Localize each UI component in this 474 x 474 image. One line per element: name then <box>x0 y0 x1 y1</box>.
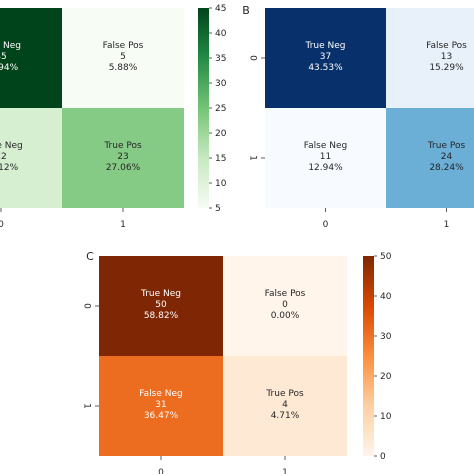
colorbar-tick-label: 35 <box>215 54 226 64</box>
heatmap-cell <box>386 108 474 208</box>
heatmap-cell <box>99 256 223 356</box>
colorbar-tick-label: 30 <box>380 332 392 342</box>
cell-percent: 0.00% <box>271 311 300 321</box>
cell-label: False Neg <box>0 141 23 151</box>
colorbar-tick-label: 45 <box>215 4 226 14</box>
cell-label: True Pos <box>427 141 466 151</box>
colorbar-tick-label: 20 <box>380 372 392 382</box>
cell-count: 12 <box>0 152 7 162</box>
cell-label: True Neg <box>140 289 181 299</box>
colorbar-tick-label: 25 <box>215 104 226 114</box>
colorbar-tick-label: 50 <box>380 252 392 262</box>
cell-percent: 58.82% <box>144 311 179 321</box>
cell-count: 24 <box>441 152 453 162</box>
cell-label: False Pos <box>103 41 144 51</box>
cell-count: 31 <box>155 400 166 410</box>
cell-count: 4 <box>282 400 288 410</box>
cell-percent: 43.53% <box>308 63 343 73</box>
heatmap-cell <box>99 356 223 456</box>
cell-label: False Pos <box>426 41 467 51</box>
y-tick-label: 0 <box>82 303 92 309</box>
cell-count: 5 <box>120 52 126 62</box>
y-tick-label: 0 <box>248 55 258 61</box>
x-tick-label: 0 <box>323 220 329 230</box>
heatmap-cell <box>62 8 184 108</box>
cell-percent: 14.12% <box>0 163 19 173</box>
cell-percent: 28.24% <box>429 163 464 173</box>
heatmap-cell <box>265 108 386 208</box>
cell-count: 45 <box>0 52 7 62</box>
y-tick-label: 1 <box>82 403 92 409</box>
colorbar <box>198 8 209 208</box>
cell-percent: 27.06% <box>106 163 141 173</box>
heatmap-cell <box>386 8 474 108</box>
heatmap-cell <box>0 108 62 208</box>
heatmap-cell <box>223 356 347 456</box>
colorbar-tick-label: 15 <box>215 154 226 164</box>
panel-label: B <box>242 4 250 17</box>
colorbar-tick-label: 30 <box>215 79 227 89</box>
x-tick-label: 1 <box>282 468 288 474</box>
cell-count: 50 <box>155 300 167 310</box>
cell-label: False Neg <box>304 141 347 151</box>
heatmap-cell <box>265 8 386 108</box>
colorbar <box>363 256 374 456</box>
x-tick-label: 1 <box>120 220 126 230</box>
cell-label: True Pos <box>265 389 304 399</box>
heatmap-cell <box>223 256 347 356</box>
cell-label: False Pos <box>265 289 306 299</box>
colorbar-tick-label: 40 <box>215 29 227 39</box>
cell-percent: 5.88% <box>109 63 138 73</box>
colorbar-tick-label: 10 <box>215 179 227 189</box>
cell-label: True Pos <box>103 141 142 151</box>
cell-count: 23 <box>117 152 128 162</box>
colorbar-tick-label: 20 <box>215 129 227 139</box>
cell-percent: 4.71% <box>271 411 300 421</box>
x-tick-label: 1 <box>444 220 450 230</box>
cell-count: 13 <box>441 52 452 62</box>
cell-label: True Neg <box>0 41 21 51</box>
cell-percent: 36.47% <box>144 411 179 421</box>
colorbar-tick-label: 5 <box>215 204 221 214</box>
colorbar-tick-label: 40 <box>380 292 392 302</box>
cell-count: 37 <box>320 52 331 62</box>
x-tick-label: 0 <box>0 220 4 230</box>
cell-label: True Neg <box>305 41 346 51</box>
x-tick-label: 0 <box>158 468 164 474</box>
cell-percent: 15.29% <box>429 63 464 73</box>
heatmap-cell <box>0 8 62 108</box>
heatmap-cell <box>62 108 184 208</box>
cell-count: 11 <box>320 152 331 162</box>
panel-label: C <box>86 250 94 263</box>
colorbar-tick-label: 10 <box>380 412 392 422</box>
cell-percent: 12.94% <box>308 163 343 173</box>
y-tick-label: 1 <box>248 155 258 161</box>
cell-percent: 52.94% <box>0 63 19 73</box>
cell-label: False Neg <box>139 389 182 399</box>
colorbar-tick-label: 0 <box>380 452 386 462</box>
cell-count: 0 <box>282 300 288 310</box>
